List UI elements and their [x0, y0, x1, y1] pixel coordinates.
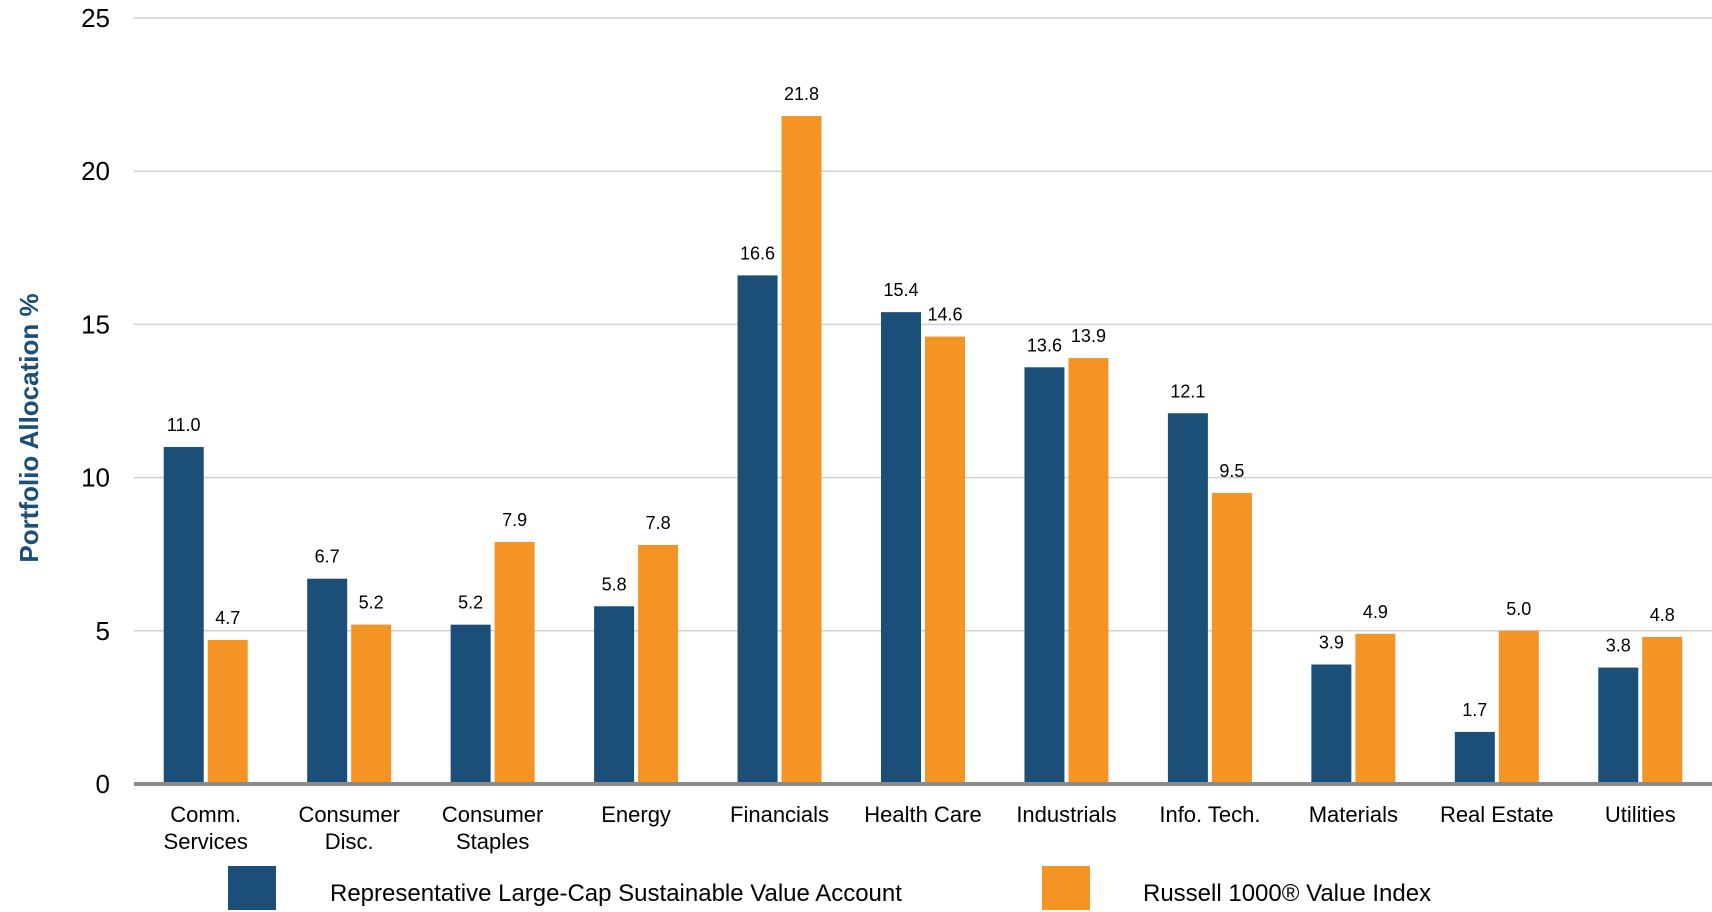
x-category-label: Materials	[1309, 802, 1398, 827]
bar-index	[1355, 633, 1396, 784]
x-category-label: Disc.	[325, 829, 374, 854]
data-labels: 11.0 4.7 6.7 5.2 5.2 7.9 5.8 7.8 16.6 21.8 15.4 14.…	[167, 84, 1675, 720]
legend-swatch	[1042, 866, 1090, 910]
data-label: 13.9	[1071, 326, 1106, 346]
bar-account	[594, 606, 635, 784]
data-label: 7.9	[502, 510, 527, 530]
bar-account	[450, 624, 491, 784]
bar-index	[207, 639, 248, 784]
bar-index	[351, 624, 392, 784]
bar-account	[1598, 667, 1639, 784]
legend-label: Russell 1000® Value Index	[1143, 880, 1431, 907]
data-label: 5.2	[458, 593, 483, 613]
x-category-label: Energy	[601, 802, 671, 827]
data-label: 14.6	[927, 305, 962, 325]
bar-account	[737, 275, 778, 784]
data-label: 5.0	[1506, 599, 1531, 619]
data-label: 1.7	[1462, 700, 1487, 720]
y-tick-label: 5	[96, 616, 110, 646]
data-label: 15.4	[883, 280, 918, 300]
x-category-label: Utilities	[1605, 802, 1676, 827]
data-label: 6.7	[315, 547, 340, 567]
y-tick-label: 0	[96, 769, 110, 799]
data-label: 3.8	[1606, 636, 1631, 656]
bar-account	[1024, 367, 1065, 784]
x-category-label: Staples	[456, 829, 529, 854]
bar-index	[494, 541, 535, 784]
data-label: 3.9	[1319, 633, 1344, 653]
bar-index	[925, 336, 965, 784]
data-label: 12.1	[1170, 381, 1205, 401]
data-label: 13.6	[1027, 335, 1062, 355]
x-category-label: Services	[164, 829, 248, 854]
data-label: 4.9	[1363, 602, 1388, 622]
y-tick-label: 10	[81, 463, 110, 493]
bar-account	[1454, 731, 1495, 784]
data-label: 4.7	[215, 608, 240, 628]
x-category-label: Real Estate	[1440, 802, 1554, 827]
legend-swatch	[228, 866, 276, 910]
data-label: 7.8	[646, 513, 671, 533]
y-axis-label: Portfolio Allocation %	[14, 293, 44, 562]
x-category-label: Consumer	[298, 802, 399, 827]
bar-account	[1167, 413, 1208, 784]
bars	[163, 116, 1683, 785]
bar-account	[307, 578, 348, 784]
data-label: 16.6	[740, 243, 775, 263]
x-category-label: Health Care	[864, 802, 981, 827]
bar-index	[1642, 636, 1683, 784]
bar-account	[1311, 664, 1352, 784]
y-tick-label: 20	[81, 156, 110, 186]
bar-account	[881, 312, 921, 784]
bar-index	[781, 116, 822, 785]
bar-index	[638, 545, 679, 784]
data-label: 9.5	[1219, 461, 1244, 481]
x-category-label: Industrials	[1016, 802, 1116, 827]
x-category-label: Comm.	[170, 802, 241, 827]
data-label: 11.0	[167, 415, 201, 435]
x-axis-categories: Comm.ServicesConsumerDisc.ConsumerStaple…	[164, 802, 1676, 854]
bar-account	[163, 446, 204, 784]
x-category-label: Info. Tech.	[1159, 802, 1260, 827]
bar-index	[1211, 492, 1252, 784]
data-label: 5.8	[602, 574, 627, 594]
y-tick-label: 15	[81, 309, 110, 339]
legend: Representative Large-Cap Sustainable Val…	[228, 866, 1431, 910]
data-label: 4.8	[1650, 605, 1675, 625]
legend-label: Representative Large-Cap Sustainable Val…	[330, 880, 902, 907]
bar-index	[1498, 630, 1539, 784]
x-category-label: Consumer	[442, 802, 543, 827]
data-label: 21.8	[784, 84, 819, 104]
y-axis-ticks: 0 5 10 15 20 25	[81, 3, 110, 799]
bar-index	[1068, 358, 1109, 784]
gridlines	[134, 17, 1712, 632]
y-tick-label: 25	[81, 3, 110, 33]
data-label: 5.2	[359, 593, 384, 613]
x-category-label: Financials	[730, 802, 829, 827]
